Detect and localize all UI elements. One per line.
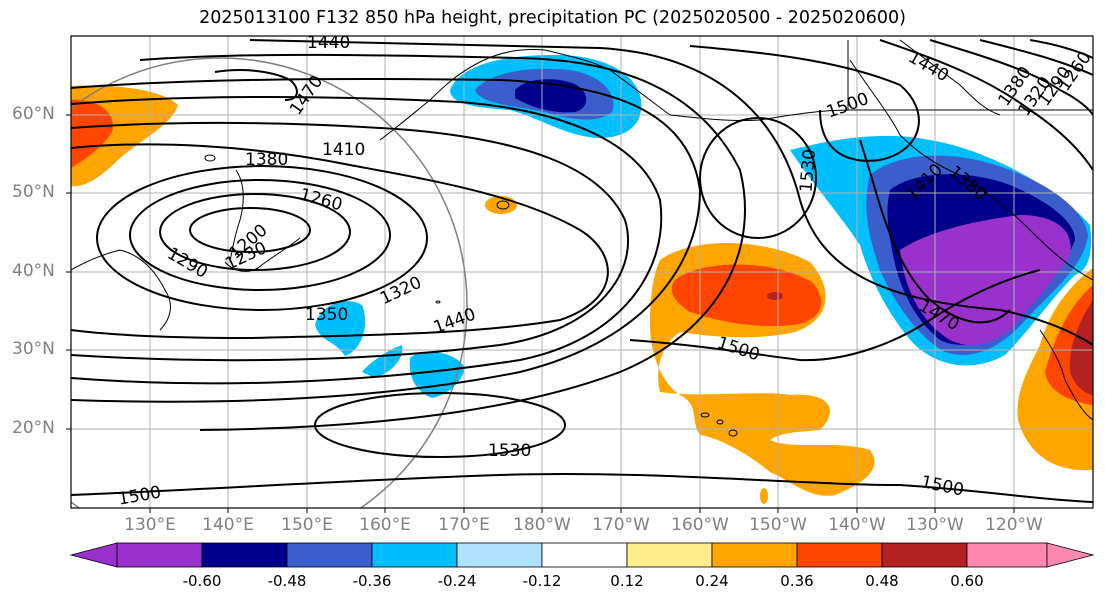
colorbar-tick-label: -0.36 xyxy=(352,572,392,590)
contour-label: 1410 xyxy=(322,140,365,160)
colorbar-segment xyxy=(881,542,968,568)
lon-label: 120°W xyxy=(985,515,1043,535)
colorbar-segment xyxy=(456,542,543,568)
lat-label: 20°N xyxy=(12,418,55,438)
colorbar-segment xyxy=(69,542,118,568)
islands xyxy=(204,154,738,437)
colorbar-segment xyxy=(201,542,288,568)
colorbar-tick-label: -0.12 xyxy=(522,572,562,590)
colorbar-segment xyxy=(116,542,203,568)
contour-label: 1380 xyxy=(245,150,288,170)
lon-label: 180°W xyxy=(513,515,571,535)
lon-label: 170°E xyxy=(438,515,490,535)
colorbar-segment xyxy=(966,542,1048,568)
lon-label: 150°E xyxy=(281,515,333,535)
lat-label: 50°N xyxy=(12,182,55,202)
lon-label: 130°E xyxy=(124,515,176,535)
colorbar-tick-label: -0.60 xyxy=(182,572,222,590)
lat-label: 60°N xyxy=(12,104,55,124)
colorbar-tick-label: -0.24 xyxy=(437,572,477,590)
colorbar-tick-label: 0.48 xyxy=(865,572,899,590)
axis-ticks xyxy=(66,114,1015,513)
colorbar-segment xyxy=(626,542,713,568)
lon-label: 140°W xyxy=(828,515,886,535)
colorbar-tick-label: -0.48 xyxy=(267,572,307,590)
contour-label: 1350 xyxy=(305,305,348,325)
contour-label: 1530 xyxy=(796,148,820,193)
contour-label: 1530 xyxy=(488,441,531,461)
lon-label: 160°E xyxy=(359,515,411,535)
projection-circle xyxy=(71,57,468,508)
map-plot-area: 1440 1470 1380 1410 1260 1200 1230 1290 … xyxy=(71,33,1093,508)
colorbar-tick-label: 0.36 xyxy=(780,572,814,590)
colorbar-segment xyxy=(371,542,458,568)
lon-label: 170°W xyxy=(592,515,650,535)
colorbar-segment xyxy=(711,542,798,568)
lat-label: 40°N xyxy=(12,261,55,281)
height-contours xyxy=(71,39,1093,503)
colorbar-tick-label: 0.12 xyxy=(610,572,644,590)
lon-label: 150°W xyxy=(749,515,807,535)
contour-label: 1440 xyxy=(307,33,350,53)
colorbar-segment xyxy=(1046,542,1095,568)
colorbar-segment xyxy=(286,542,373,568)
colorbar-segment xyxy=(541,542,628,568)
colorbar xyxy=(69,542,1095,568)
map-title: 2025013100 F132 850 hPa height, precipit… xyxy=(199,8,906,28)
lon-label: 140°E xyxy=(202,515,254,535)
lat-label: 30°N xyxy=(12,339,55,359)
colorbar-tick-label: 0.60 xyxy=(950,572,984,590)
lon-label: 130°W xyxy=(906,515,964,535)
colorbar-segment xyxy=(796,542,883,568)
lon-label: 160°W xyxy=(671,515,729,535)
colorbar-tick-label: 0.24 xyxy=(695,572,729,590)
